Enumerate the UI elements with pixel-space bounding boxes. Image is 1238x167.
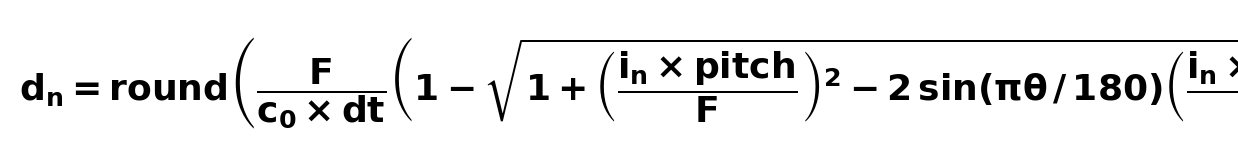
Text: $\bf{d_n = round\left(\dfrac{F}{c_0 \times dt}\left(1 - \sqrt{1 + \left(\dfrac{i: $\bf{d_n = round\left(\dfrac{F}{c_0 \tim… bbox=[19, 36, 1238, 131]
